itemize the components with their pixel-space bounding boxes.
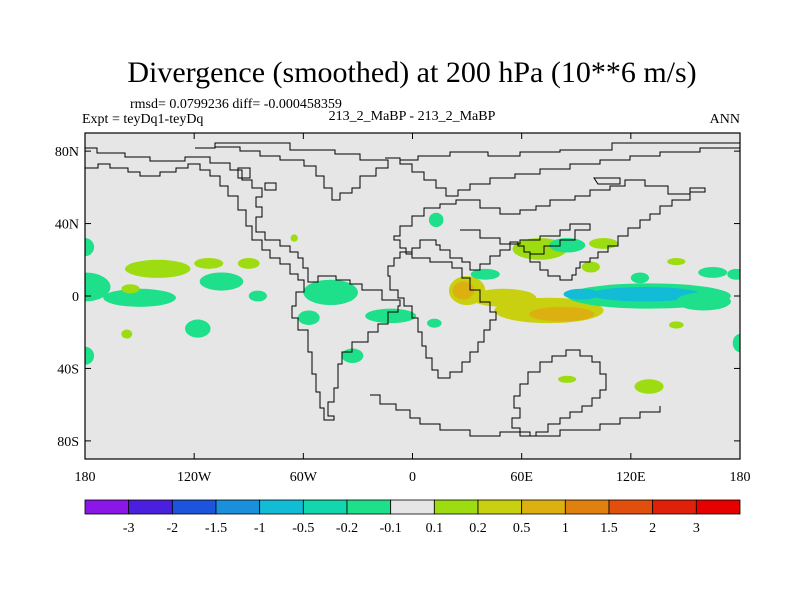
colorbar-label: -3 [123,521,135,536]
colorbar-swatch [346,499,392,515]
colorbar-swatch [302,499,348,515]
divergence-blob [428,212,444,228]
y-axis: 80N 40N 0 40S 80S [55,145,740,450]
divergence-blob [634,379,664,394]
colorbar-swatch [477,499,523,515]
y-tick-label: 80S [57,435,79,450]
expt-label: Expt = teyDq1-teyDq [82,112,203,127]
divergence-blob [698,267,728,278]
coastline-asia-east [393,179,706,281]
divergence-blob [103,288,176,307]
colorbar-label: 3 [693,521,700,536]
coastline-japan [593,177,621,185]
colorbar-label: -0.2 [336,521,358,536]
divergence-blob [588,238,619,249]
divergence-blob [427,318,442,328]
x-tick-label: 180 [75,470,96,485]
colorbar-swatch [695,499,741,515]
colorbar-label: -0.5 [292,521,314,536]
coastline-island-2 [264,182,277,191]
colorbar-swatch [608,499,654,515]
divergence-blob [85,346,95,365]
divergence-blob [85,238,95,257]
coastline-americas [85,143,401,421]
colorbar-label: -2 [166,521,178,536]
colorbar-label: -1.5 [205,521,227,536]
colorbar-label: 0.5 [513,521,531,536]
colorbar-label: 1 [562,521,569,536]
colorbar-label: 2 [649,521,656,536]
divergence-blob [237,257,260,269]
divergence-blob [297,310,320,325]
case-label: 213_2_MaBP - 213_2_MaBP [329,109,496,124]
colorbar-label: 0.1 [426,521,444,536]
divergence-blob [194,257,224,269]
divergence-blob [185,319,211,338]
y-tick-label: 80N [55,145,79,160]
coastline-australia [511,349,607,437]
coastline-eurasia [385,142,740,197]
divergence-blob [365,308,417,324]
colorbar-label: 1.5 [600,521,618,536]
divergence-blob [199,272,244,291]
season-label: ANN [710,112,740,127]
divergence-blob [581,261,600,273]
x-tick-label: 0 [409,470,416,485]
colorbar-swatch [652,499,697,515]
divergence-blob [727,268,740,280]
x-axis: 180 120W 60W 0 60E 120E 180 [75,133,751,485]
divergence-blob [669,321,684,329]
divergence-blob [470,288,537,307]
colorbar-swatch [521,499,566,515]
chart-title: Divergence (smoothed) at 200 hPa (10**6 … [127,56,696,89]
colorbar-swatch [564,499,610,515]
colorbar-swatch [433,499,479,515]
colorbar-swatch [215,499,261,515]
colorbar-swatch [171,499,217,515]
coastline-island-1 [237,167,251,179]
divergence-blob [563,288,600,300]
colorbar-label: -0.1 [380,521,402,536]
x-tick-label: 120E [616,470,646,485]
colorbar-swatch [128,499,173,515]
divergence-blob [548,238,586,253]
colorbar-label: 0.2 [469,521,487,536]
divergence-blob [590,286,700,302]
colorbar-swatch [259,499,304,515]
divergence-blob [452,281,475,300]
divergence-blob [303,279,358,306]
divergence-blob [121,284,140,294]
colorbar-label: -1 [254,521,266,536]
divergence-blob [528,306,595,322]
divergence-blob [558,375,577,383]
divergence-blob [732,334,740,353]
colorbar-swatch [390,499,435,515]
divergence-blob [121,329,133,339]
coastline-africa [387,251,497,379]
divergence-blob [676,292,731,311]
divergence-blob [248,290,267,302]
divergence-blob [470,268,500,280]
divergence-blob [290,234,298,242]
x-tick-label: 60E [510,470,533,485]
colorbar-swatch [84,499,130,515]
y-tick-label: 0 [72,290,79,305]
stats-line: rmsd= 0.0799236 diff= -0.000458359 [130,97,342,112]
divergence-field [85,212,740,394]
x-tick-label: 180 [730,470,751,485]
divergence-blob [85,272,111,302]
coastline-north [195,142,389,201]
coastline-asia-inner [460,223,591,255]
divergence-blob [667,257,686,266]
y-tick-label: 40N [55,218,79,233]
y-tick-label: 40S [57,362,79,377]
divergence-blob [125,259,191,278]
x-tick-label: 120W [177,470,212,485]
x-tick-label: 60W [290,470,318,485]
coastline-antarctica [370,394,661,437]
colorbar: -3 -2 -1.5 -1 -0.5 -0.2 -0.1 0.1 0.2 0.5 1 1.5 2 3 [84,499,741,536]
divergence-blob [630,272,650,284]
coastlines [85,142,740,437]
